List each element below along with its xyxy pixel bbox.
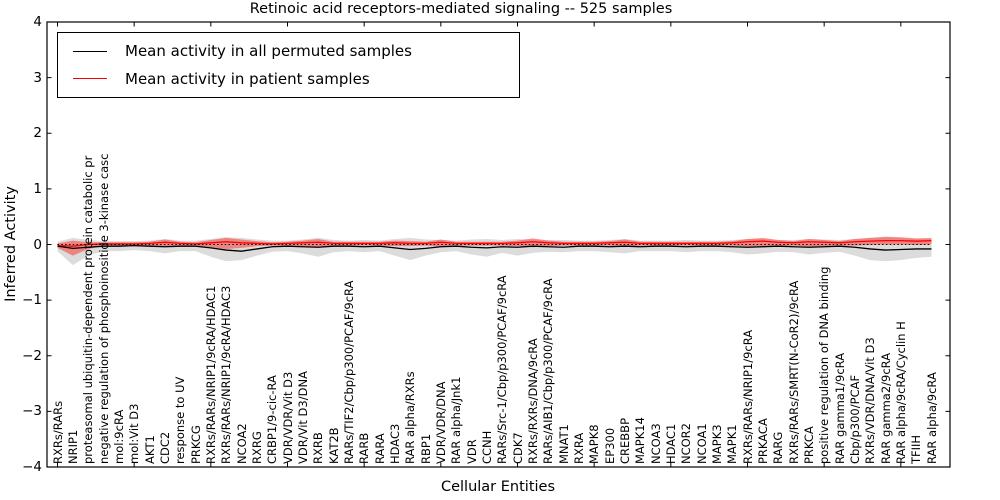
x-category-label: mol:9cRA	[111, 409, 126, 464]
x-category-label: RXRG	[249, 431, 264, 464]
x-category-label: RBP1	[418, 433, 433, 464]
x-category-label: VDR	[464, 439, 479, 464]
x-category-label: negative regulation of phosphoinositide …	[96, 153, 111, 465]
x-axis-label: Cellular Entities	[440, 479, 556, 495]
y-axis-label: Inferred Activity	[3, 186, 19, 302]
y-tick-label: −3	[22, 403, 42, 420]
x-category-label: RAR gamma1/9cRA	[832, 352, 847, 464]
x-category-label: MAPK3	[709, 424, 724, 464]
x-category-label: MAPK14	[633, 417, 648, 464]
x-category-label: RXRs/RARs/SMRT(N-CoR2)/9cRA	[786, 280, 801, 464]
x-category-label: RAR alpha/9cRA/Cyclin H	[893, 321, 908, 464]
patient-band	[57, 236, 932, 256]
x-category-label: positive regulation of DNA binding	[817, 266, 832, 464]
patient-mean-line	[57, 239, 932, 247]
x-category-label: PRKCG	[188, 425, 203, 464]
x-category-label: RARs/AIB1/Cbp/p300/PCAF/9cRA	[541, 278, 556, 464]
x-category-label: HDAC1	[663, 423, 678, 464]
x-category-label: RARG	[771, 431, 786, 464]
legend-entry-patient: Mean activity in patient samples	[58, 70, 519, 88]
x-category-label: mol:Vit D3	[127, 403, 142, 464]
x-category-label: RAR alpha/Jnk1	[449, 376, 464, 464]
y-tick-label: 0	[33, 236, 42, 253]
x-category-label: CCNH	[479, 430, 494, 464]
x-category-label: RXRA	[571, 432, 586, 464]
x-category-label: RAR gamma2/9cRA	[878, 352, 893, 464]
y-tick-label: 4	[33, 14, 42, 30]
y-tick-label: 2	[33, 125, 42, 142]
x-category-label: MAPK1	[725, 424, 740, 464]
x-category-label: TFIIH	[909, 434, 924, 464]
y-tick-label: 3	[33, 69, 42, 86]
x-category-label: response to UV	[173, 376, 188, 464]
x-category-label: RARB	[357, 432, 372, 464]
x-category-label: Cbp/p300/PCAF	[847, 374, 862, 464]
permuted-mean-line	[57, 244, 932, 252]
x-category-label: CREBBP	[617, 418, 632, 464]
x-category-label: NCOR2	[679, 423, 694, 464]
x-category-label: RARs/Src-1/Cbp/p300/PCAF/9cRA	[495, 275, 510, 464]
x-category-label: VDR/VDR/DNA	[433, 381, 448, 465]
x-category-label: CRBP1/9-cic-RA	[265, 375, 280, 464]
x-category-label: MNAT1	[556, 424, 571, 464]
permuted-line-swatch	[73, 50, 107, 52]
x-category-label: VDR/VDR/Vit D3	[280, 371, 295, 464]
y-tick-label: −1	[22, 292, 42, 309]
y-tick-label: −4	[22, 459, 42, 475]
x-category-label: CDK7	[510, 432, 525, 464]
x-category-label: RXRs/RARs/NRIP1/9cRA	[740, 329, 755, 464]
x-category-label: proteasomal ubiquitin-dependent protein …	[81, 155, 96, 464]
y-tick-label: 1	[33, 180, 42, 197]
x-category-label: CDC2	[157, 431, 172, 464]
x-category-label: PRKCA	[801, 426, 816, 464]
legend-box: Mean activity in all permuted samples Me…	[57, 32, 520, 98]
x-category-label: VDR/Vit D3/DNA	[295, 371, 310, 464]
legend-label-patient: Mean activity in patient samples	[125, 69, 370, 88]
x-category-label: RXRs/RARs/NRIP1/9cRA/HDAC1	[203, 285, 218, 464]
chart-title: Retinoic acid receptors-mediated signali…	[249, 1, 673, 17]
x-category-label: RXRs/RARs	[50, 400, 65, 464]
x-category-label: RXRs/RARs/NRIP1/9cRA/HDAC3	[219, 285, 234, 464]
x-category-label: AKT1	[142, 435, 157, 464]
x-category-label: RAR alpha/RXRs	[403, 371, 418, 464]
x-category-label: NRIP1	[65, 429, 80, 464]
x-category-label: NCOA1	[694, 423, 709, 464]
x-category-label: RARA	[372, 433, 387, 464]
legend-entry-permuted: Mean activity in all permuted samples	[58, 42, 519, 60]
x-category-label: RXRs/VDR/DNA/Vit D3	[863, 337, 878, 464]
x-category-label: NCOA2	[234, 423, 249, 464]
x-category-label: RARs/TIF2/Cbp/p300/PCAF/9cRA	[341, 280, 356, 464]
x-category-label: RAR alpha/9cRA	[924, 372, 939, 464]
x-category-label: KAT2B	[326, 427, 341, 464]
x-category-label: MAPK8	[587, 424, 602, 464]
legend-label-permuted: Mean activity in all permuted samples	[125, 42, 412, 61]
x-category-label: RXRB	[311, 432, 326, 464]
x-category-label: RXRs/RXRs/DNA/9cRA	[525, 338, 540, 464]
x-category-label: NCOA3	[648, 423, 663, 464]
x-category-label: EP300	[602, 427, 617, 464]
y-tick-label: −2	[22, 347, 42, 364]
patient-line-swatch	[73, 78, 107, 80]
x-category-label: HDAC3	[387, 423, 402, 464]
x-category-label: PRKACA	[755, 418, 770, 464]
